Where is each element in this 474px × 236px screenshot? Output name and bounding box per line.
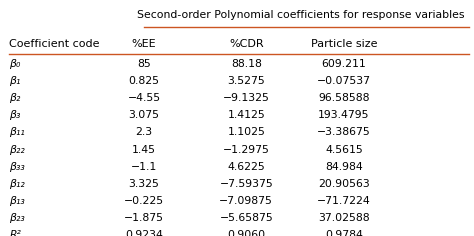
- Text: −7.59375: −7.59375: [219, 179, 273, 189]
- Text: 2.3: 2.3: [136, 127, 153, 138]
- Text: Particle size: Particle size: [310, 39, 377, 49]
- Text: −1.2975: −1.2975: [223, 145, 270, 155]
- Text: β₂₃: β₂₃: [9, 213, 25, 223]
- Text: β₁₂: β₁₂: [9, 179, 25, 189]
- Text: −0.07537: −0.07537: [317, 76, 371, 86]
- Text: β₁₁: β₁₁: [9, 127, 25, 138]
- Text: 85: 85: [137, 59, 151, 69]
- Text: −3.38675: −3.38675: [317, 127, 371, 138]
- Text: %EE: %EE: [132, 39, 156, 49]
- Text: −0.225: −0.225: [124, 196, 164, 206]
- Text: β₁₃: β₁₃: [9, 196, 25, 206]
- Text: 88.18: 88.18: [231, 59, 262, 69]
- Text: 20.90563: 20.90563: [318, 179, 370, 189]
- Text: 0.9784: 0.9784: [325, 230, 363, 236]
- Text: 4.5615: 4.5615: [325, 145, 363, 155]
- Text: β₃₃: β₃₃: [9, 162, 25, 172]
- Text: 1.4125: 1.4125: [228, 110, 265, 120]
- Text: 0.9234: 0.9234: [125, 230, 163, 236]
- Text: 3.5275: 3.5275: [228, 76, 265, 86]
- Text: −1.875: −1.875: [124, 213, 164, 223]
- Text: β₂₂: β₂₂: [9, 145, 25, 155]
- Text: β₀: β₀: [9, 59, 21, 69]
- Text: %CDR: %CDR: [229, 39, 264, 49]
- Text: 3.075: 3.075: [128, 110, 160, 120]
- Text: R²: R²: [9, 230, 21, 236]
- Text: −9.1325: −9.1325: [223, 93, 270, 103]
- Text: 37.02588: 37.02588: [318, 213, 370, 223]
- Text: 0.9060: 0.9060: [227, 230, 265, 236]
- Text: −4.55: −4.55: [128, 93, 161, 103]
- Text: β₂: β₂: [9, 93, 21, 103]
- Text: 96.58588: 96.58588: [318, 93, 370, 103]
- Text: 84.984: 84.984: [325, 162, 363, 172]
- Text: −5.65875: −5.65875: [219, 213, 273, 223]
- Text: 3.325: 3.325: [128, 179, 160, 189]
- Text: Second-order Polynomial coefficients for response variables: Second-order Polynomial coefficients for…: [137, 10, 465, 21]
- Text: 4.6225: 4.6225: [228, 162, 265, 172]
- Text: −7.09875: −7.09875: [219, 196, 273, 206]
- Text: β₁: β₁: [9, 76, 21, 86]
- Text: 0.825: 0.825: [128, 76, 160, 86]
- Text: −1.1: −1.1: [131, 162, 157, 172]
- Text: −71.7224: −71.7224: [317, 196, 371, 206]
- Text: 1.1025: 1.1025: [228, 127, 265, 138]
- Text: 609.211: 609.211: [321, 59, 366, 69]
- Text: 193.4795: 193.4795: [318, 110, 370, 120]
- Text: Coefficient code: Coefficient code: [9, 39, 100, 49]
- Text: β₃: β₃: [9, 110, 21, 120]
- Text: 1.45: 1.45: [132, 145, 156, 155]
